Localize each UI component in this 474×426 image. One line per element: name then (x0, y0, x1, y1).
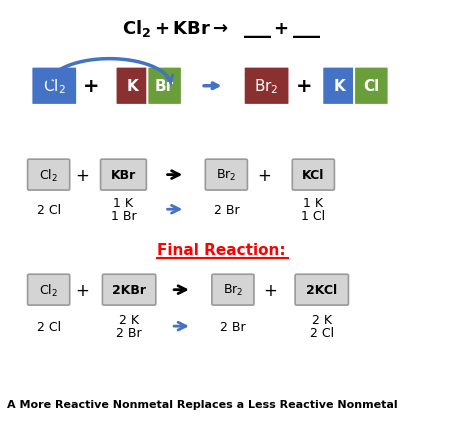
Text: 1 Br: 1 Br (110, 210, 137, 223)
FancyBboxPatch shape (212, 275, 254, 305)
FancyBboxPatch shape (205, 160, 247, 190)
FancyBboxPatch shape (102, 275, 156, 305)
Text: +: + (264, 281, 277, 299)
Text: $\mathrm{Cl_2}$: $\mathrm{Cl_2}$ (43, 77, 65, 96)
Text: K: K (334, 79, 346, 94)
FancyBboxPatch shape (100, 160, 146, 190)
Text: K: K (127, 79, 139, 94)
Text: $\mathrm{Br_2}$: $\mathrm{Br_2}$ (216, 168, 237, 183)
Text: 1 Cl: 1 Cl (301, 210, 326, 223)
Text: Br: Br (155, 79, 174, 94)
FancyBboxPatch shape (31, 67, 77, 106)
Text: 2 K: 2 K (119, 314, 139, 326)
Text: +: + (257, 166, 271, 184)
FancyBboxPatch shape (292, 160, 334, 190)
Text: A More Reactive Nonmetal Replaces a Less Reactive Nonmetal: A More Reactive Nonmetal Replaces a Less… (8, 399, 398, 409)
Text: Cl: Cl (363, 79, 380, 94)
FancyBboxPatch shape (147, 67, 182, 106)
Text: +: + (82, 77, 99, 96)
Text: 2KCl: 2KCl (306, 284, 337, 296)
FancyBboxPatch shape (27, 275, 70, 305)
Text: 2 Br: 2 Br (116, 326, 142, 340)
Text: $\mathrm{Cl_2}$: $\mathrm{Cl_2}$ (39, 282, 58, 298)
Text: 2 Br: 2 Br (214, 203, 239, 216)
Text: 2 Br: 2 Br (220, 320, 246, 333)
Text: +: + (296, 77, 312, 96)
Text: $\mathrm{Br_2}$: $\mathrm{Br_2}$ (223, 282, 243, 297)
Text: $\mathrm{Br_2}$: $\mathrm{Br_2}$ (255, 77, 279, 96)
Text: 1 K: 1 K (303, 197, 323, 210)
FancyBboxPatch shape (354, 67, 389, 106)
FancyBboxPatch shape (322, 67, 357, 106)
Text: KCl: KCl (302, 169, 325, 182)
Text: 2KBr: 2KBr (112, 284, 146, 296)
Text: 2 Cl: 2 Cl (36, 320, 61, 333)
Text: 1 K: 1 K (113, 197, 134, 210)
FancyBboxPatch shape (116, 67, 150, 106)
FancyBboxPatch shape (27, 160, 70, 190)
Text: KBr: KBr (111, 169, 136, 182)
FancyBboxPatch shape (295, 275, 348, 305)
Text: Final Reaction:: Final Reaction: (157, 242, 286, 257)
Text: $\mathrm{Cl_2}$: $\mathrm{Cl_2}$ (39, 167, 58, 183)
Text: +: + (75, 166, 89, 184)
Text: 2 Cl: 2 Cl (310, 326, 334, 340)
FancyBboxPatch shape (244, 67, 290, 106)
Text: $\mathbf{Cl_2 + KBr \rightarrow}$  $\mathbf{\_\_\_ + \_\_\_}$: $\mathbf{Cl_2 + KBr \rightarrow}$ $\math… (122, 18, 321, 40)
Text: 2 K: 2 K (312, 314, 332, 326)
Text: +: + (75, 281, 89, 299)
Text: 2 Cl: 2 Cl (36, 203, 61, 216)
